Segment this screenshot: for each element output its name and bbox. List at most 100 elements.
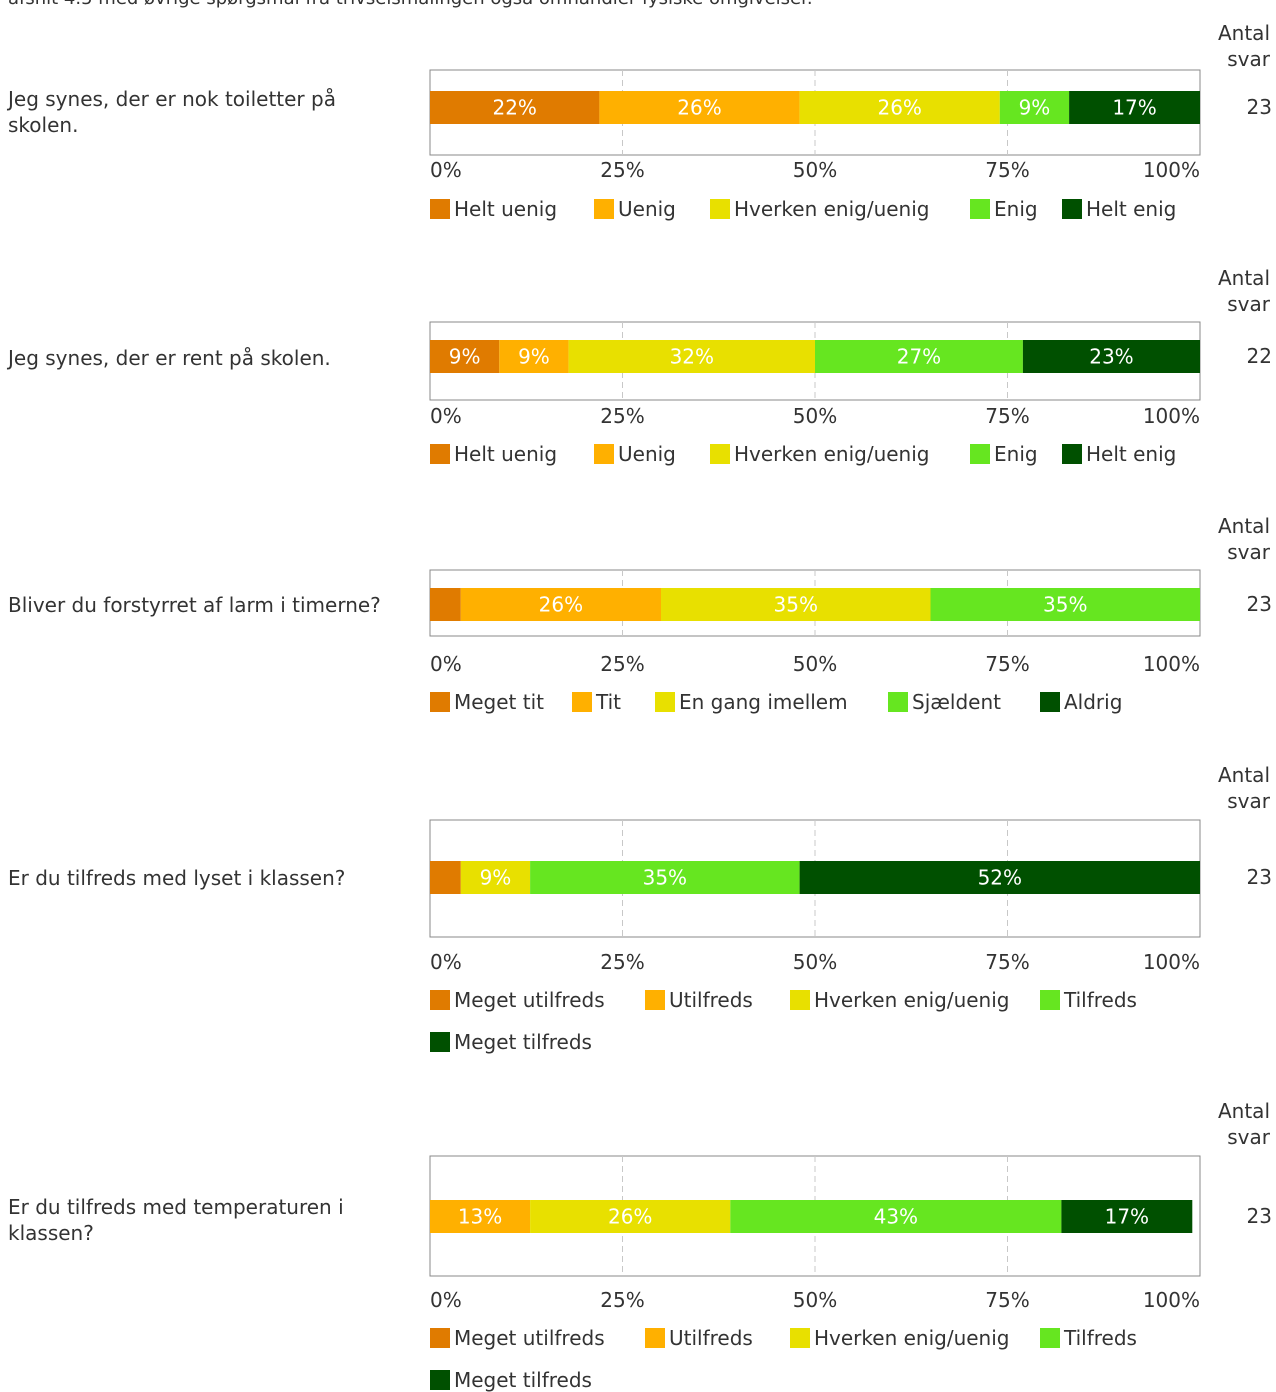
svar-label: svar [1227, 1125, 1270, 1149]
axis-tick-label: 25% [600, 950, 644, 972]
legend-swatch [645, 990, 665, 1010]
bar-data-label: 26% [677, 96, 721, 120]
legend-swatch [790, 990, 810, 1010]
legend-label: En gang imellem [679, 690, 848, 714]
axis-tick-label: 75% [985, 1288, 1029, 1310]
legend-swatch [594, 444, 614, 464]
question-text: Jeg synes, der er nok toiletter på skole… [8, 87, 336, 137]
legend-label: Meget utilfreds [454, 1326, 605, 1350]
legend-swatch [430, 990, 450, 1010]
legend-item: Hverken enig/uenig [790, 988, 1010, 1012]
legend-swatch [430, 1328, 450, 1348]
legend-item: Hverken enig/uenig [710, 442, 930, 466]
axis-tick-label: 75% [985, 652, 1029, 674]
axis-tick-label: 0% [430, 652, 462, 674]
legend-item: Tilfreds [1040, 1326, 1137, 1350]
bar-segment [430, 340, 500, 373]
axis-tick-label: 75% [985, 404, 1029, 426]
legend-swatch [1040, 1328, 1060, 1348]
bar-segment [815, 340, 1023, 373]
legend-label: Helt uenig [454, 197, 558, 221]
legend-item: Uenig [594, 442, 676, 466]
bar-segment [799, 91, 1000, 124]
antal-svar-header: Antal svar [1200, 20, 1270, 72]
legend-item: Tilfreds [1040, 988, 1137, 1012]
bar-data-label: 22% [492, 96, 536, 120]
legend-swatch [430, 1032, 450, 1052]
bar-segment [530, 1200, 731, 1233]
legend-item: Meget utilfreds [430, 988, 605, 1012]
bar-segment [999, 91, 1070, 124]
question-text: Er du tilfreds med lyset i klassen? [8, 866, 346, 890]
axis-tick-label: 25% [600, 652, 644, 674]
axis-tick-label: 25% [600, 1288, 644, 1310]
legend-label: Helt enig [1086, 197, 1177, 221]
legend-item: Utilfreds [645, 1326, 753, 1350]
legend-swatch [430, 1370, 450, 1390]
axis-tick-label: 100% [1143, 950, 1200, 972]
axis-tick-label: 75% [985, 950, 1029, 972]
legend-label: Utilfreds [669, 1326, 753, 1350]
response-count: 23 [1246, 1204, 1272, 1228]
legend-label: Tilfreds [1064, 988, 1137, 1012]
legend-label: Utilfreds [669, 988, 753, 1012]
svar-label: svar [1227, 292, 1270, 316]
axis-tick-label: 0% [430, 158, 462, 180]
legend-label: Uenig [618, 442, 676, 466]
question-text: Bliver du forstyrret af larm i timerne? [8, 593, 381, 617]
legend-swatch [655, 692, 675, 712]
bar-data-label: 17% [1105, 1205, 1149, 1229]
legend-swatch [790, 1328, 810, 1348]
legend-swatch [710, 444, 730, 464]
bar-segment [430, 1200, 531, 1233]
svar-label: svar [1227, 789, 1270, 813]
legend-item: Helt uenig [430, 442, 557, 466]
bar-data-label: 9% [449, 345, 481, 369]
bar-segment [460, 588, 661, 621]
bar-segment [730, 1200, 1062, 1233]
axis-tick-label: 50% [793, 404, 837, 426]
legend-item: Uenig [594, 197, 676, 221]
legend-label: Meget tilfreds [454, 1030, 592, 1054]
legend-label: Hverken enig/uenig [814, 1326, 1010, 1350]
legend-swatch [1040, 692, 1060, 712]
legend-label: Uenig [618, 197, 676, 221]
legend-item: Meget tilfreds [430, 1368, 592, 1392]
bar-data-label: 13% [458, 1205, 502, 1229]
legend-label: Hverken enig/uenig [734, 197, 930, 221]
axis-tick-label: 0% [430, 1288, 462, 1310]
bar-data-label: 9% [480, 866, 512, 890]
legend-item: Hverken enig/uenig [790, 1326, 1010, 1350]
legend-item: Enig [970, 442, 1038, 466]
bar-data-label: 43% [874, 1205, 918, 1229]
legend-label: Aldrig [1064, 690, 1123, 714]
legend-label: Enig [994, 442, 1038, 466]
bar-segment [799, 861, 1200, 894]
legend-item: Aldrig [1040, 690, 1122, 714]
stacked-bar-chart: 9% 9% 32% 27% 23% 0% 25% 50% 75% 100% [429, 321, 1201, 426]
intro-text: afsnit 4.5 med øvrige spørgsmål fra triv… [8, 0, 1248, 11]
question-text: Er du tilfreds med temperaturen i klasse… [8, 1195, 344, 1245]
legend-label: Meget tilfreds [454, 1368, 592, 1392]
antal-label: Antal [1217, 514, 1270, 538]
legend-label: Hverken enig/uenig [814, 988, 1010, 1012]
axis-tick-label: 50% [793, 950, 837, 972]
bar-segment [1061, 1200, 1193, 1233]
bar-segment [530, 861, 800, 894]
bar-segment [499, 340, 569, 373]
bar-segment [568, 340, 815, 373]
stacked-bar-chart: 9% 35% 52% 0% 25% 50% 75% 100% [429, 819, 1201, 972]
response-count: 23 [1246, 865, 1272, 889]
antal-svar-header: Antal svar [1200, 513, 1270, 565]
legend-label: Helt enig [1086, 442, 1177, 466]
axis-tick-label: 50% [793, 1288, 837, 1310]
bar-data-label: 26% [877, 96, 921, 120]
legend-swatch [1062, 199, 1082, 219]
question-text: Jeg synes, der er rent på skolen. [8, 346, 331, 370]
axis-tick-label: 25% [600, 404, 644, 426]
legend-swatch [710, 199, 730, 219]
legend-item: Utilfreds [645, 988, 753, 1012]
legend-swatch [970, 444, 990, 464]
legend-swatch [430, 444, 450, 464]
legend-label: Hverken enig/uenig [734, 442, 930, 466]
